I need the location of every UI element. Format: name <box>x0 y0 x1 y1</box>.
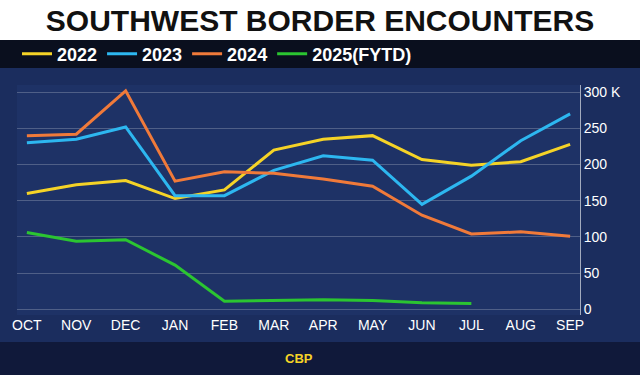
svg-text:FEB: FEB <box>211 317 238 333</box>
svg-text:CBP: CBP <box>285 351 313 366</box>
svg-text:MAY: MAY <box>358 317 388 333</box>
svg-text:2023: 2023 <box>142 45 182 65</box>
svg-text:NOV: NOV <box>61 317 92 333</box>
svg-text:2025(FYTD): 2025(FYTD) <box>312 45 411 65</box>
svg-text:DEC: DEC <box>111 317 141 333</box>
svg-text:0: 0 <box>584 301 592 317</box>
svg-text:2022: 2022 <box>57 45 97 65</box>
svg-text:200: 200 <box>584 156 608 172</box>
svg-text:APR: APR <box>309 317 338 333</box>
svg-text:SOUTHWEST BORDER ENCOUNTERS: SOUTHWEST BORDER ENCOUNTERS <box>46 4 594 37</box>
svg-text:OCT: OCT <box>12 317 42 333</box>
svg-text:JUL: JUL <box>459 317 484 333</box>
svg-text:100: 100 <box>584 229 608 245</box>
svg-text:JUN: JUN <box>408 317 435 333</box>
svg-text:150: 150 <box>584 193 608 209</box>
svg-text:JAN: JAN <box>162 317 188 333</box>
svg-text:300 K: 300 K <box>584 84 621 100</box>
svg-text:50: 50 <box>584 265 600 281</box>
svg-text:AUG: AUG <box>506 317 536 333</box>
svg-text:250: 250 <box>584 120 608 136</box>
svg-text:2024: 2024 <box>227 45 267 65</box>
svg-text:MAR: MAR <box>258 317 289 333</box>
svg-text:SEP: SEP <box>556 317 584 333</box>
